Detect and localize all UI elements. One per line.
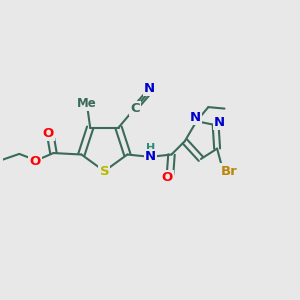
Text: O: O: [29, 155, 40, 168]
Text: O: O: [43, 127, 54, 140]
Text: N: N: [145, 150, 156, 164]
Text: N: N: [190, 111, 201, 124]
Text: Me: Me: [77, 97, 97, 110]
Text: N: N: [214, 116, 225, 129]
Text: Br: Br: [220, 164, 237, 178]
Text: N: N: [144, 82, 155, 95]
Text: H: H: [146, 143, 155, 153]
Text: C: C: [130, 102, 140, 115]
Text: O: O: [161, 171, 173, 184]
Text: S: S: [100, 165, 109, 178]
